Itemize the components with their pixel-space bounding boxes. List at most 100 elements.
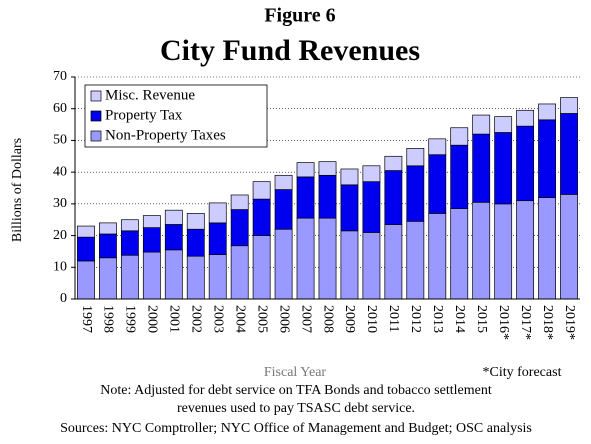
x-tick-label: 2004 — [232, 305, 247, 333]
bar-segment — [318, 174, 337, 219]
bar-segment — [208, 222, 227, 255]
bar-segment — [428, 213, 447, 300]
legend-swatch — [90, 110, 102, 122]
bar-segment — [142, 251, 161, 300]
bar-segment — [384, 170, 403, 225]
x-tick-label: 2010 — [364, 305, 379, 333]
bar-segment — [516, 125, 535, 202]
bar-segment — [340, 230, 359, 300]
bar-segment — [406, 220, 425, 300]
bar-segment — [274, 189, 293, 230]
bar-segment — [362, 165, 381, 183]
bar-segment — [296, 217, 315, 300]
bar-segment — [406, 165, 425, 222]
bar-segment — [252, 198, 271, 236]
bar-segment — [164, 224, 183, 251]
x-tick-label: 2011 — [386, 305, 401, 332]
bar-segment — [560, 97, 578, 114]
bar-segment — [340, 184, 359, 232]
legend-box — [84, 84, 268, 148]
bar-segment — [252, 181, 271, 200]
bar-segment — [208, 202, 227, 224]
x-tick-label: 2019* — [562, 305, 577, 340]
bar-segment — [230, 209, 249, 247]
bar-segment — [560, 113, 578, 195]
x-tick-label: 2017* — [518, 305, 533, 340]
bar-segment — [142, 227, 161, 253]
x-tick-label: 1997 — [79, 305, 94, 333]
bar-segment — [318, 161, 337, 176]
x-tick-label: 2008 — [320, 305, 335, 333]
bar-segment — [164, 209, 183, 225]
bar-segment — [384, 155, 403, 171]
x-tick-label: 2018* — [540, 305, 555, 340]
bar-segment — [142, 215, 161, 228]
x-tick-label: 1999 — [123, 305, 138, 333]
bar-segment — [494, 203, 513, 300]
x-tick-label: 2007 — [298, 305, 313, 333]
bar-segment — [120, 254, 139, 300]
bar-segment — [406, 148, 425, 167]
legend-swatch — [90, 90, 102, 102]
bar-segment — [99, 233, 117, 259]
bar-segment — [318, 217, 337, 300]
bar-segment — [296, 162, 315, 178]
bar-segment — [450, 127, 469, 146]
bar-segment — [494, 116, 513, 133]
bar-segment — [77, 225, 95, 238]
bar-segment — [274, 174, 293, 190]
bar-segment — [538, 119, 556, 198]
bar-segment — [186, 213, 205, 230]
bar-segment — [99, 257, 117, 300]
annotation: *City forecast — [483, 365, 562, 380]
y-axis-label: Billions of Dollars — [10, 138, 25, 242]
note: revenues used to pay TSASC debt service. — [177, 401, 415, 416]
y-tick-label: 10 — [53, 260, 67, 275]
legend-label: Property Tax — [105, 107, 183, 123]
bar-segment — [450, 144, 469, 209]
bar-segment — [428, 138, 447, 156]
y-tick-label: 30 — [53, 196, 67, 211]
bar-segment — [164, 249, 183, 300]
bar-segment — [208, 254, 227, 300]
x-tick-label: 2000 — [145, 305, 160, 333]
bar-segment — [120, 219, 139, 232]
note: Note: Adjusted for debt service on TFA B… — [100, 383, 492, 398]
bar-segment — [362, 181, 381, 233]
bar-segment — [516, 109, 535, 127]
bar-segment — [296, 176, 315, 219]
bar-segment — [77, 260, 95, 300]
y-tick-label: 70 — [53, 69, 67, 84]
legend-label: Misc. Revenue — [105, 87, 195, 103]
x-tick-label: 2006 — [276, 305, 291, 333]
x-tick-label: 2015 — [474, 305, 489, 333]
bar-segment — [274, 228, 293, 300]
bar-segment — [120, 230, 139, 256]
bar-segment — [538, 197, 556, 300]
figure-label: Figure 6 — [264, 5, 335, 27]
bar-segment — [186, 228, 205, 257]
x-tick-label: 2002 — [189, 305, 204, 333]
x-tick-label: 2005 — [254, 305, 269, 333]
x-tick-label: 2014 — [452, 305, 467, 333]
bar-segment — [384, 224, 403, 300]
bar-segment — [340, 168, 359, 186]
chart-title: City Fund Revenues — [160, 34, 420, 67]
bar-segment — [230, 245, 249, 300]
x-tick-label: 2003 — [210, 305, 225, 333]
legend-label: Non-Property Taxes — [105, 127, 226, 143]
bar-segment — [186, 255, 205, 300]
y-tick-label: 60 — [53, 101, 67, 116]
bar-segment — [362, 232, 381, 300]
bar-segment — [472, 201, 491, 300]
x-tick-label: 2013 — [430, 305, 445, 333]
bar-segment — [516, 200, 535, 300]
bar-segment — [428, 154, 447, 214]
bar-segment — [99, 222, 117, 235]
bar-segment — [538, 103, 556, 121]
x-tick-label: 2009 — [342, 305, 357, 333]
bar-segment — [77, 236, 95, 262]
y-tick-label: 20 — [53, 228, 67, 243]
x-tick-label: 2012 — [408, 305, 423, 333]
